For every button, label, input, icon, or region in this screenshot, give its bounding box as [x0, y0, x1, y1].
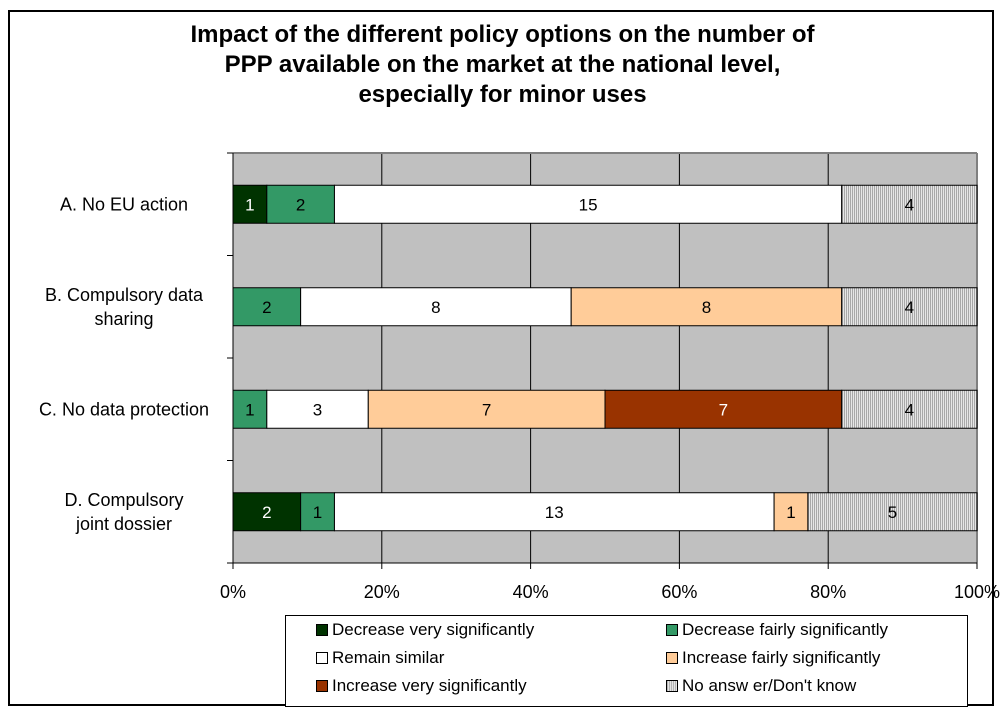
bar-segment: [300, 287, 572, 327]
chart-title-line: especially for minor uses: [358, 81, 647, 108]
data-label: 4: [905, 298, 914, 317]
legend-swatch: [666, 624, 678, 636]
bar-segment: [773, 492, 809, 532]
data-label: 2: [262, 503, 271, 522]
legend: Decrease very significantly Decrease fair…: [285, 615, 968, 707]
bar-segment: [807, 492, 978, 532]
legend-swatch: [666, 652, 678, 664]
legend-swatch: [666, 680, 678, 692]
category-label-line: B. Compulsory data: [45, 285, 204, 305]
data-label: 13: [545, 503, 564, 522]
data-label: 1: [245, 195, 254, 214]
legend-item: Decrease fairly significantly: [666, 619, 888, 641]
bar-segment: [266, 389, 369, 429]
category-label: B. Compulsory data sharing: [45, 285, 204, 329]
x-tick-label: 100%: [954, 582, 1000, 602]
chart-title-line: Impact of the different policy options o…: [190, 21, 815, 48]
data-label: 3: [313, 400, 322, 419]
data-label: 1: [786, 503, 795, 522]
bar-segment: [266, 184, 335, 224]
legend-item: Decrease very significantly: [316, 619, 534, 641]
legend-label: Decrease very significantly: [332, 620, 535, 639]
legend-item: Increase very significantly: [316, 675, 527, 697]
x-tick-label: 0%: [220, 582, 246, 602]
legend-label: Remain similar: [332, 648, 445, 667]
legend-label: Increase fairly significantly: [682, 648, 881, 667]
x-tick-label: 20%: [364, 582, 400, 602]
data-label: 8: [431, 298, 440, 317]
legend-label: Increase very significantly: [332, 676, 527, 695]
legend-item: No answ er/Don't know: [666, 675, 856, 697]
data-label: 1: [245, 400, 254, 419]
category-label-line: joint dossier: [75, 514, 172, 534]
data-label: 4: [905, 400, 914, 419]
category-label-line: A. No EU action: [60, 194, 188, 214]
bar-segment: [367, 389, 606, 429]
legend-label: Decrease fairly significantly: [682, 620, 888, 639]
data-label: 7: [482, 400, 491, 419]
legend-item: Increase fairly significantly: [666, 647, 880, 669]
data-label: 8: [702, 298, 711, 317]
bar-segment: [841, 287, 978, 327]
data-label: 5: [888, 503, 897, 522]
category-label-line: D. Compulsory: [64, 490, 183, 510]
legend-swatch: [316, 652, 328, 664]
category-label-line: C. No data protection: [39, 399, 209, 419]
data-label: 15: [579, 195, 598, 214]
legend-swatch: [316, 624, 328, 636]
category-label: D. Compulsory joint dossier: [64, 490, 183, 534]
bar-segment: [300, 492, 335, 532]
data-label: 1: [313, 503, 322, 522]
legend-label: No answ er/Don't know: [682, 676, 857, 695]
category-label-line: sharing: [94, 309, 153, 329]
bar-segment: [232, 389, 268, 429]
x-tick-label: 40%: [513, 582, 549, 602]
legend-item: Remain similar: [316, 647, 444, 669]
category-label: C. No data protection: [39, 399, 209, 419]
legend-swatch: [316, 680, 328, 692]
chart-title-line: PPP available on the market at the natio…: [224, 51, 781, 78]
category-label: A. No EU action: [60, 194, 188, 214]
bar-segment: [841, 184, 978, 224]
chart-title: Impact of the different policy options o…: [0, 20, 1005, 110]
x-tick-label: 80%: [810, 582, 846, 602]
x-tick-label: 60%: [661, 582, 697, 602]
data-label: 2: [262, 298, 271, 317]
bar-segment: [232, 492, 302, 532]
bar-segment: [841, 389, 978, 429]
data-label: 2: [296, 195, 305, 214]
bar-segment: [604, 389, 843, 429]
data-label: 4: [905, 195, 914, 214]
data-label: 7: [719, 400, 728, 419]
bar-segment: [333, 492, 775, 532]
